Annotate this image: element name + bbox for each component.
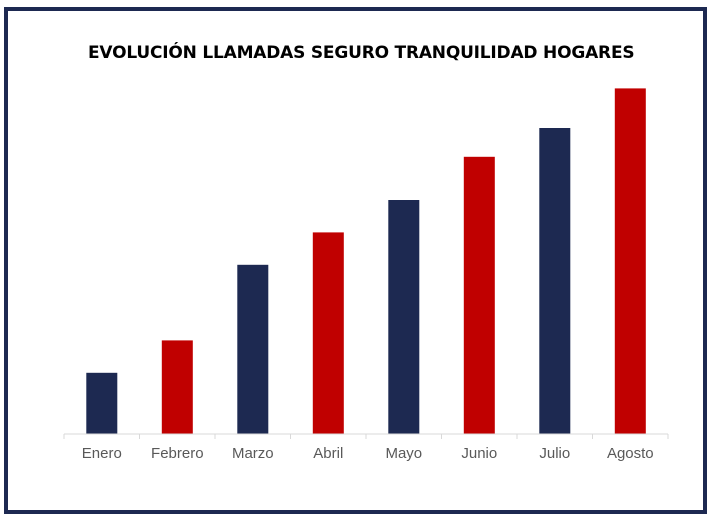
bar-enero (86, 372, 118, 434)
x-tick-marks (63, 434, 669, 439)
x-tick-label-agosto: Agosto (607, 445, 654, 462)
bar-julio (539, 128, 571, 434)
x-tick-label-abril: Abril (313, 445, 343, 462)
x-tick-label-enero: Enero (82, 445, 122, 462)
bar-mayo (388, 200, 420, 434)
x-tick-label-mayo: Mayo (385, 445, 422, 462)
bar-abril (312, 232, 344, 434)
bar-febrero (161, 340, 193, 434)
x-tick-label-junio: Junio (461, 445, 497, 462)
bars-group (86, 88, 646, 435)
bar-junio (463, 156, 495, 435)
x-tick-label-febrero: Febrero (151, 445, 204, 462)
x-tick-labels: Enero Febrero Marzo Abril Mayo Junio Julio Agos… (82, 445, 654, 462)
bar-agosto (614, 88, 646, 435)
x-tick-label-marzo: Marzo (232, 445, 274, 462)
bar-marzo (237, 264, 269, 434)
chart-frame (4, 7, 707, 514)
chart-title: EVOLUCIÓN LLAMADAS SEGURO TRANQUILIDAD H… (88, 43, 635, 63)
x-tick-label-julio: Julio (539, 445, 570, 462)
